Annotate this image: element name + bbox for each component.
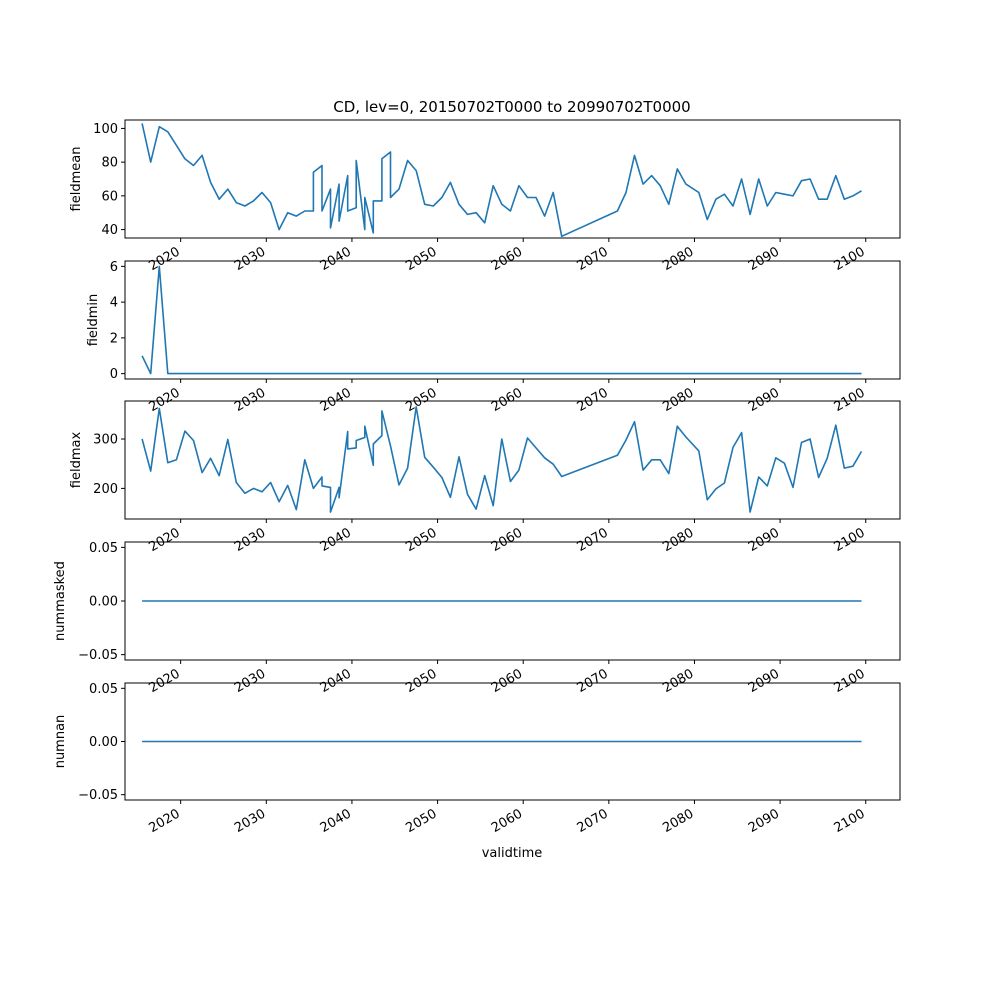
- y-tick-label: 0.00: [89, 595, 118, 610]
- y-tick-label: 0.05: [89, 541, 118, 556]
- y-tick-label: 200: [93, 482, 118, 497]
- y-axis-label: fieldmean: [69, 147, 84, 212]
- y-tick-label: 4: [110, 296, 118, 311]
- y-tick-label: 6: [110, 260, 118, 275]
- series-line-fieldmax: [141, 406, 863, 513]
- y-tick-label: −0.05: [78, 648, 118, 663]
- x-axis-label: validtime: [482, 846, 543, 861]
- axes-frame: [124, 260, 901, 380]
- y-axis-label: numnan: [53, 715, 68, 769]
- y-tick-label: 80: [101, 156, 118, 171]
- y-tick-label: 0: [110, 367, 118, 382]
- axes-frame: [124, 119, 901, 239]
- axes-frame: [124, 400, 901, 520]
- series-line-fieldmean: [141, 123, 862, 238]
- y-tick-label: 40: [101, 223, 118, 238]
- y-tick-label: 60: [101, 189, 118, 204]
- series-line-fieldmin: [141, 265, 862, 375]
- y-tick-label: −0.05: [78, 788, 118, 803]
- y-tick-label: 100: [93, 122, 118, 137]
- y-tick-label: 0.05: [89, 682, 118, 697]
- y-tick-label: 2: [110, 331, 118, 346]
- y-axis-label: fieldmin: [86, 294, 101, 347]
- chart-title: CD, lev=0, 20150702T0000 to 20990702T000…: [333, 98, 690, 116]
- y-axis-label: fieldmax: [69, 432, 84, 489]
- y-tick-label: 0.00: [89, 735, 118, 750]
- y-axis-label: nummasked: [53, 561, 68, 641]
- y-tick-label: 300: [93, 433, 118, 448]
